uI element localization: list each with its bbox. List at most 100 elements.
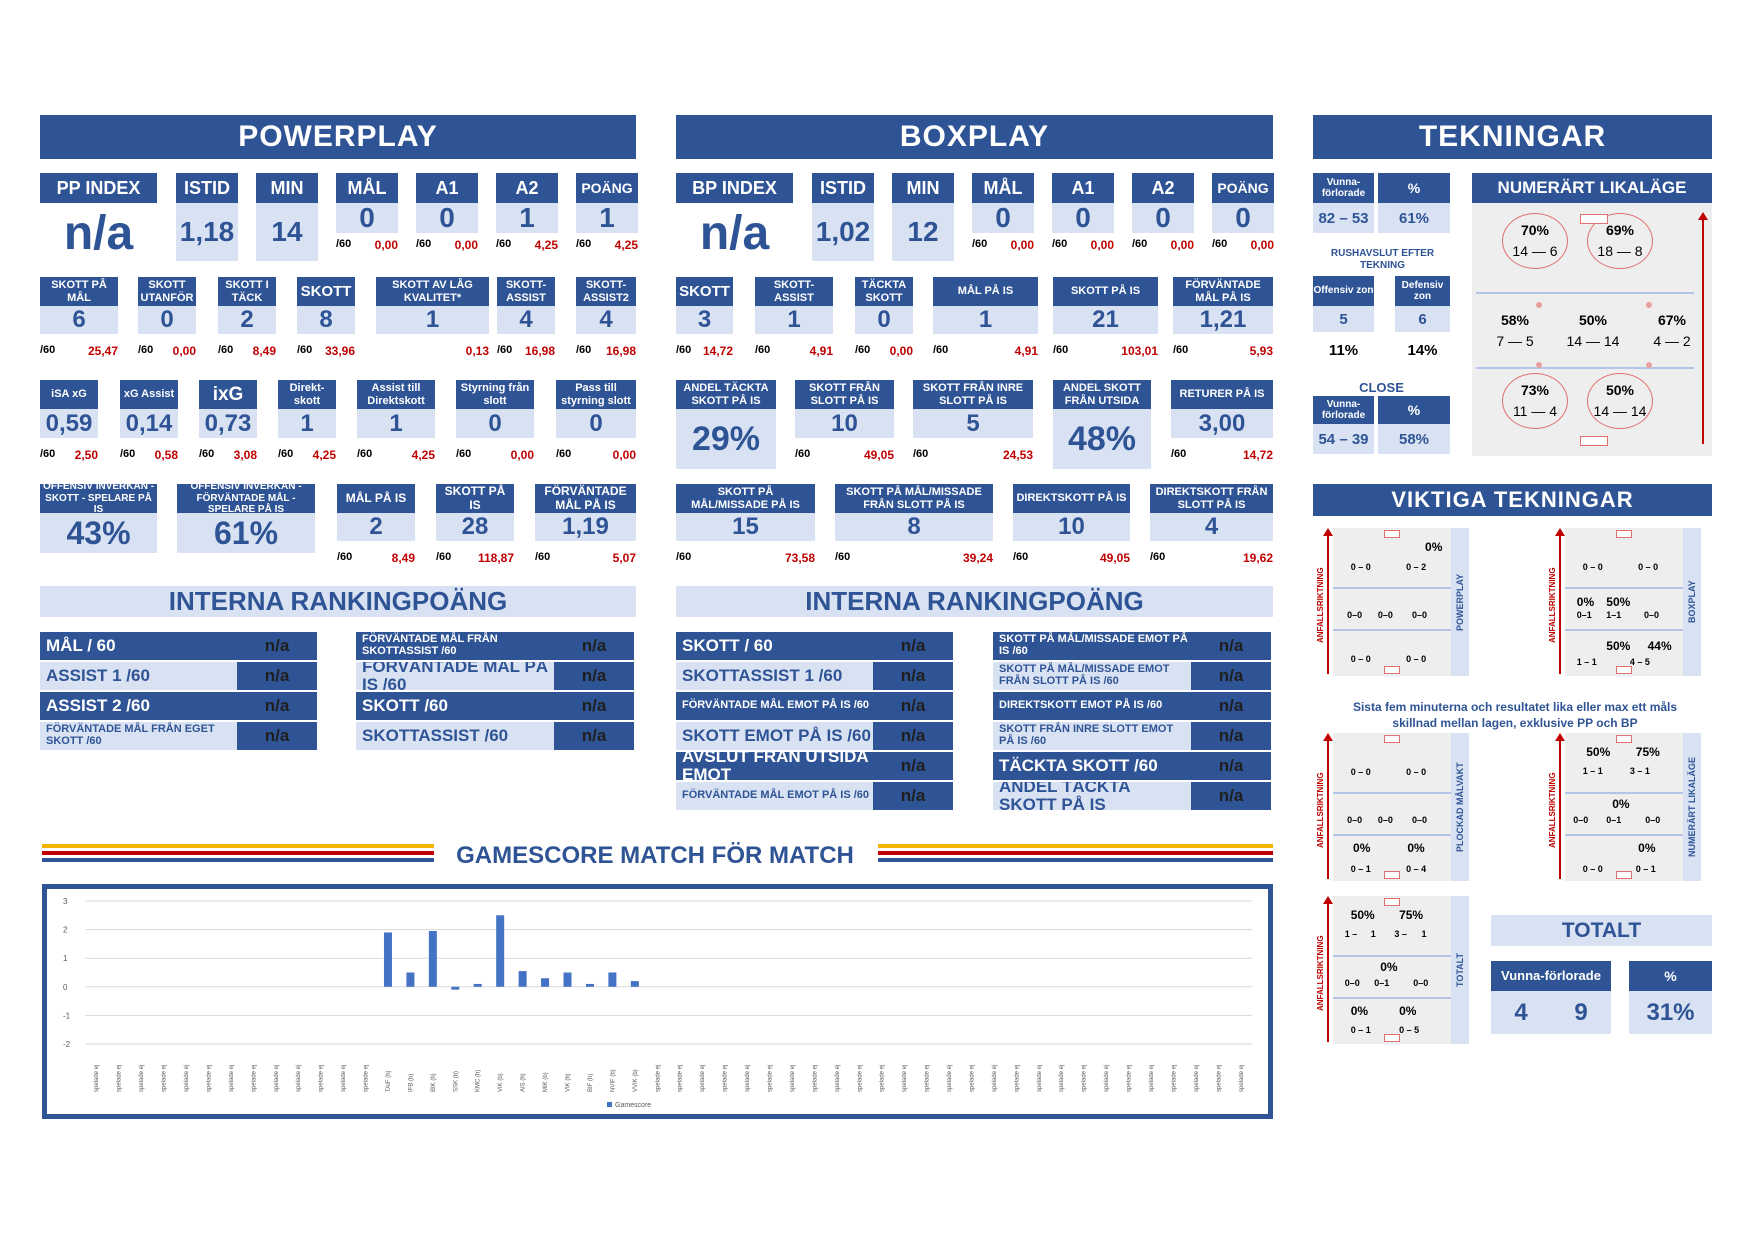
per60-value: 3,08 <box>233 448 257 462</box>
attack-direction-label: ANFALLSRIKTNING <box>1316 772 1325 848</box>
panel-value: 0 – 5 <box>1399 1025 1420 1036</box>
powerplay-top-label: ISTID <box>176 173 238 203</box>
gamescore-title: GAMESCORE MATCH FÖR MATCH <box>456 842 854 869</box>
pp-row3-label: xG Assist <box>120 380 178 409</box>
x-tick-label: spelade ej <box>1194 1065 1200 1092</box>
per60-value: 118,87 <box>477 551 514 565</box>
panel-value: 0–0 <box>1347 814 1363 825</box>
y-tick-label: 1 <box>63 954 68 963</box>
x-tick-label: spelade ej <box>678 1065 684 1092</box>
panel-value: 0% <box>1425 540 1443 555</box>
x-tick-label: spelade ej <box>319 1065 325 1092</box>
x-tick-label: spelade ej <box>880 1065 886 1092</box>
tekningar-header: TEKNINGAR <box>1313 115 1712 159</box>
x-tick-label: spelade ej <box>1171 1065 1177 1092</box>
attack-direction-arrow <box>1323 528 1333 674</box>
x-tick-label: spelade ej <box>835 1065 841 1092</box>
ranking-label: FÖRVÄNTADE MÅL EMOT PÅ IS /60 <box>676 782 873 810</box>
per60-label: /60 <box>576 344 592 356</box>
ranking-value: n/a <box>264 636 290 655</box>
panel-value: 0–0 <box>1377 609 1393 620</box>
ranking-label: MÅL / 60 <box>46 636 116 656</box>
x-tick-label: spelade ej <box>925 1065 931 1092</box>
panel-value: 0% <box>1350 1004 1369 1019</box>
bp-row3-label: SKOTT FRÅN SLOTT PÅ IS <box>795 380 894 409</box>
off-zone-pct: 11% <box>1328 342 1359 359</box>
per60-value: 24,53 <box>1002 448 1033 462</box>
faceoff-circle <box>1587 373 1653 429</box>
panel-value: 0–0 <box>1644 609 1660 620</box>
x-tick-label: spelade ej <box>700 1065 706 1092</box>
ranking-row: FÖRVÄNTADE MÅL PÅ IS /60 n/a <box>356 662 634 690</box>
pp-row4-label: MÅL PÅ IS <box>337 484 415 513</box>
per60-label: /60 <box>576 238 592 250</box>
bar-22 <box>585 983 594 987</box>
faceoff-score: 7 — 5 <box>1496 333 1534 349</box>
pp-row2-value: 6 <box>40 306 118 334</box>
panel-value: 75% <box>1635 745 1660 760</box>
goal-icon <box>1384 898 1400 906</box>
powerplay-header: POWERPLAY <box>40 115 636 159</box>
pp-ranking-header: INTERNA RANKINGPOÄNG <box>40 586 636 617</box>
boxplay-top-label: POÄNG <box>1212 173 1274 203</box>
totalt-pct-label: % <box>1629 961 1712 991</box>
per60-value: 5,07 <box>612 551 636 565</box>
x-tick-label: spelade ej <box>1037 1065 1043 1092</box>
ranking-label: ASSIST 2 /60 <box>46 696 150 716</box>
pp-impact-shots-value: 43% <box>40 513 157 553</box>
per60-label: /60 <box>199 448 215 460</box>
ranking-row: FÖRVÄNTADE MÅL EMOT PÅ IS /60 n/a <box>676 692 953 720</box>
boxplay-top-label: ISTID <box>812 173 874 203</box>
ranking-value: n/a <box>1218 756 1244 775</box>
per60-label: /60 <box>1013 551 1029 563</box>
per60-value: 0,58 <box>154 448 178 462</box>
panel-value: 0–0 <box>1344 977 1360 988</box>
faceoff-pct: 50% <box>1578 312 1608 328</box>
ranking-label: SKOTTASSIST 1 /60 <box>676 662 873 690</box>
panel-value: 0–0 <box>1645 814 1661 825</box>
x-tick-label: spelade ej <box>1104 1065 1110 1092</box>
ranking-row: TÄCKTA SKOTT /60 n/a <box>993 752 1271 780</box>
per60-label: /60 <box>1212 238 1228 250</box>
goal-icon <box>1384 871 1400 879</box>
per60-label: /60 <box>416 238 432 250</box>
ranking-label: FÖRVÄNTADE MÅL EMOT PÅ IS /60 <box>682 699 870 712</box>
x-tick-label: NVIF (b) <box>610 1069 616 1092</box>
per60-label: /60 <box>1053 344 1069 356</box>
bar-19 <box>518 971 527 987</box>
vf-value: 82 – 53 <box>1313 203 1374 233</box>
ranking-label: DIREKTSKOTT EMOT PÅ IS /60 <box>999 699 1163 712</box>
ranking-value: n/a <box>1218 696 1244 715</box>
totalt-won: 4 <box>1491 991 1551 1034</box>
vf-label: Vunna-förlorade <box>1313 173 1374 203</box>
ranking-value: n/a <box>581 666 607 685</box>
x-tick-label: spelade ej <box>1014 1065 1020 1092</box>
panel-value: 0% <box>1576 595 1595 609</box>
goal-icon <box>1616 666 1632 674</box>
pp-row2-value: 1 <box>376 306 489 334</box>
bp-row3-label: SKOTT FRÅN INRE SLOTT PÅ IS <box>913 380 1033 409</box>
per60-label: /60 <box>278 448 294 460</box>
faceoff-circle <box>1502 373 1568 429</box>
stripes-right <box>878 844 1273 866</box>
zone-line <box>1333 587 1451 590</box>
panel-value: 0–1 <box>1576 609 1592 620</box>
panel-value: 0 – 0 <box>1350 562 1371 573</box>
viktiga-note: Sista fem minuterna och resultatet lika … <box>1352 700 1678 730</box>
ranking-value: n/a <box>900 666 926 685</box>
viktiga-header: VIKTIGA TEKNINGAR <box>1313 484 1712 516</box>
ranking-row: SKOTTASSIST 1 /60 n/a <box>676 662 953 690</box>
per60-value: 4,91 <box>809 344 833 358</box>
rush-label: RUSHAVSLUT EFTER TEKNING <box>1330 248 1435 271</box>
faceoff-pct: 67% <box>1657 312 1687 328</box>
boxplay-index-label: BP INDEX <box>676 173 793 203</box>
boxplay-top-value: 0 <box>972 202 1034 233</box>
per60-value: 33,96 <box>324 344 355 358</box>
panel-value: 0 – 0 <box>1582 863 1603 874</box>
x-tick-label: spelade ej <box>162 1065 168 1092</box>
bar-15 <box>428 931 437 987</box>
per60-label: /60 <box>456 448 472 460</box>
x-tick-label: IFB (b) <box>408 1074 414 1092</box>
ranking-value: n/a <box>1218 786 1244 805</box>
pp-row3-value: 0,14 <box>120 409 178 438</box>
